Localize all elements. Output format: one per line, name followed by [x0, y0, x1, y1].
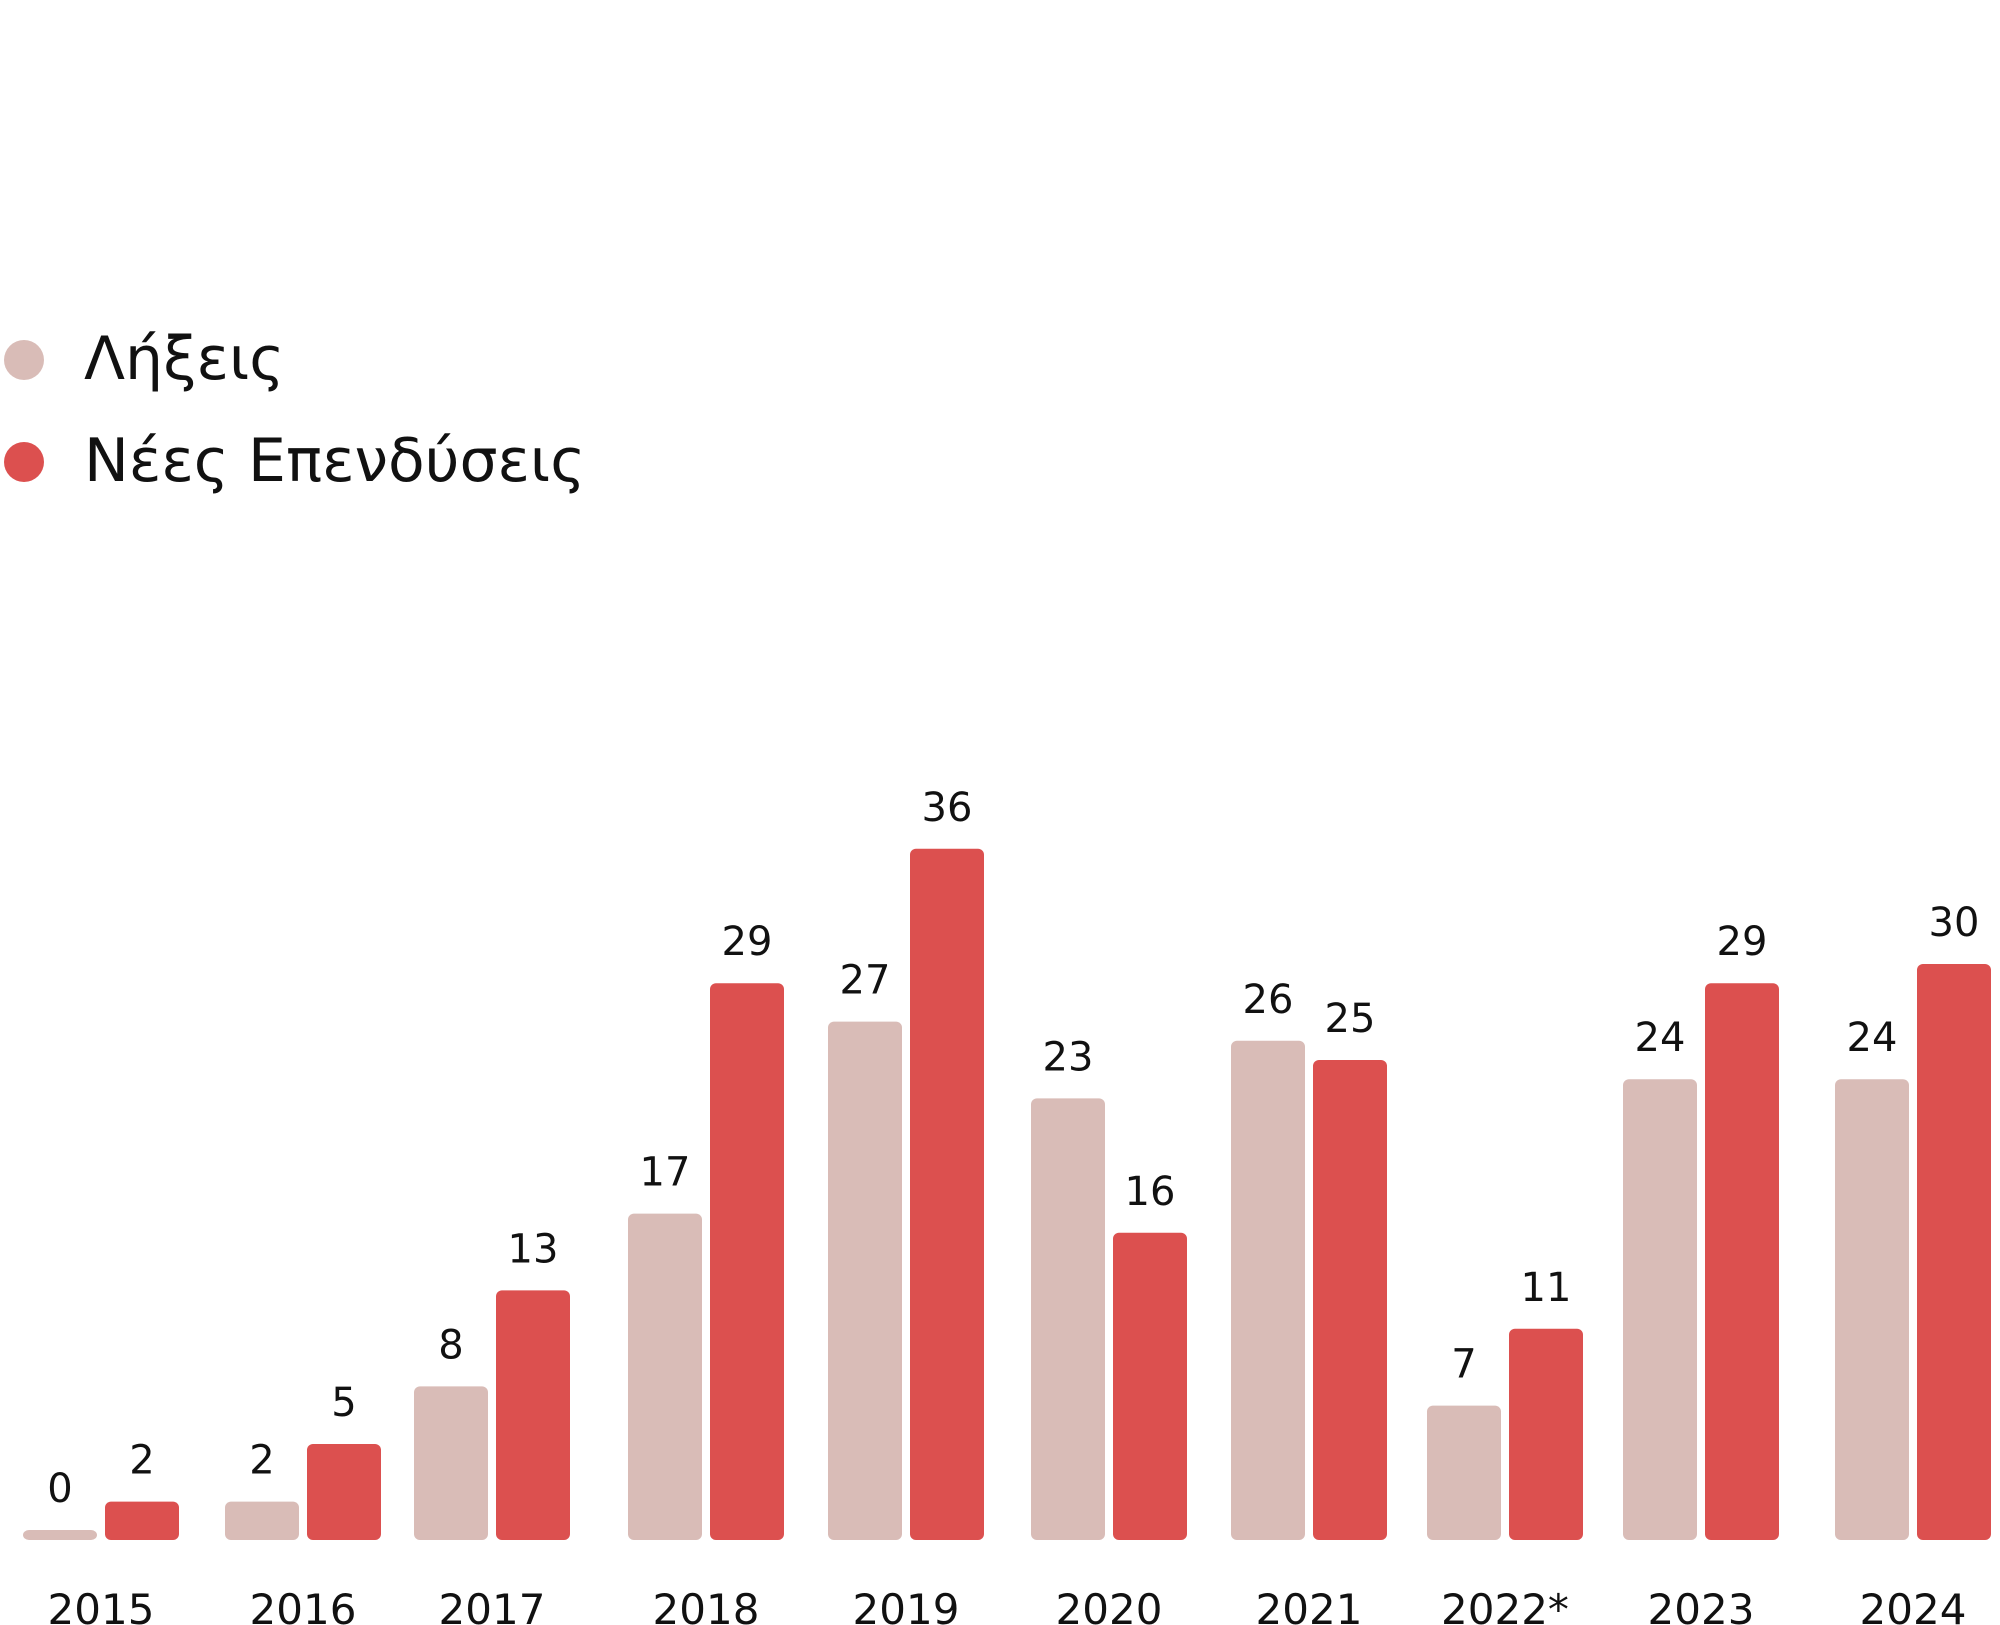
data-label-nees-ependyseis-2021: 25: [1325, 996, 1376, 1042]
legend-swatch-nees-ependyseis: [4, 442, 44, 482]
bar-lixeis-2019: [828, 1021, 902, 1540]
data-label-nees-ependyseis-2017: 13: [508, 1226, 559, 1272]
bar-nees-ependyseis-2015: [105, 1501, 179, 1540]
bar-nees-ependyseis-2024: [1917, 964, 1991, 1540]
bar-lixeis-2018: [628, 1213, 702, 1540]
bar-nees-ependyseis-2022-star: [1509, 1328, 1583, 1540]
bar-nees-ependyseis-2016: [307, 1444, 381, 1540]
data-label-lixeis-2020: 23: [1043, 1034, 1094, 1080]
data-label-lixeis-2017: 8: [438, 1322, 463, 1368]
data-label-nees-ependyseis-2024: 30: [1929, 900, 1980, 946]
bar-lixeis-2020: [1031, 1098, 1105, 1540]
data-label-nees-ependyseis-2019: 36: [922, 785, 973, 831]
bar-lixeis-2023: [1623, 1079, 1697, 1540]
legend-label-lixeis: Λήξεις: [84, 324, 285, 394]
bar-lixeis-2016: [225, 1501, 299, 1540]
bar-nees-ependyseis-2017: [496, 1290, 570, 1540]
data-label-lixeis-2024: 24: [1847, 1015, 1898, 1061]
x-tick-label-2022-star: 2022*: [1441, 1585, 1569, 1625]
bar-lixeis-2024: [1835, 1079, 1909, 1540]
data-label-nees-ependyseis-2018: 29: [722, 919, 773, 965]
data-label-nees-ependyseis-2016: 5: [331, 1380, 356, 1426]
bar-lixeis-2021: [1231, 1040, 1305, 1540]
data-label-nees-ependyseis-2020: 16: [1125, 1169, 1176, 1215]
bar-lixeis-2022-star: [1427, 1405, 1501, 1540]
data-label-lixeis-2015: 0: [47, 1466, 72, 1512]
bar-nees-ependyseis-2021: [1313, 1060, 1387, 1540]
bar-nees-ependyseis-2019: [910, 848, 984, 1540]
x-tick-label-2017: 2017: [439, 1585, 546, 1625]
bar-nees-ependyseis-2023: [1705, 983, 1779, 1540]
bar-nees-ependyseis-2020: [1113, 1232, 1187, 1540]
data-label-lixeis-2018: 17: [640, 1150, 691, 1196]
bar-nees-ependyseis-2018: [710, 983, 784, 1540]
x-tick-label-2020: 2020: [1056, 1585, 1163, 1625]
data-label-lixeis-2016: 2: [249, 1438, 274, 1484]
legend-label-nees-ependyseis: Νέες Επενδύσεις: [84, 426, 586, 496]
data-label-lixeis-2023: 24: [1635, 1015, 1686, 1061]
x-tick-label-2018: 2018: [653, 1585, 760, 1625]
x-tick-label-2023: 2023: [1648, 1585, 1755, 1625]
data-label-lixeis-2022-star: 7: [1451, 1342, 1476, 1388]
x-tick-label-2019: 2019: [853, 1585, 960, 1625]
x-tick-label-2024: 2024: [1860, 1585, 1967, 1625]
data-label-lixeis-2021: 26: [1243, 977, 1294, 1023]
bar-lixeis-2017: [414, 1386, 488, 1540]
x-tick-label-2016: 2016: [250, 1585, 357, 1625]
data-label-nees-ependyseis-2023: 29: [1717, 919, 1768, 965]
legend-swatch-lixeis: [4, 340, 44, 380]
bar-lixeis-2015: [23, 1530, 97, 1540]
x-tick-label-2015: 2015: [48, 1585, 155, 1625]
data-label-nees-ependyseis-2015: 2: [129, 1438, 154, 1484]
data-label-nees-ependyseis-2022-star: 11: [1521, 1265, 1572, 1311]
data-label-lixeis-2019: 27: [840, 958, 891, 1004]
x-tick-label-2021: 2021: [1256, 1585, 1363, 1625]
